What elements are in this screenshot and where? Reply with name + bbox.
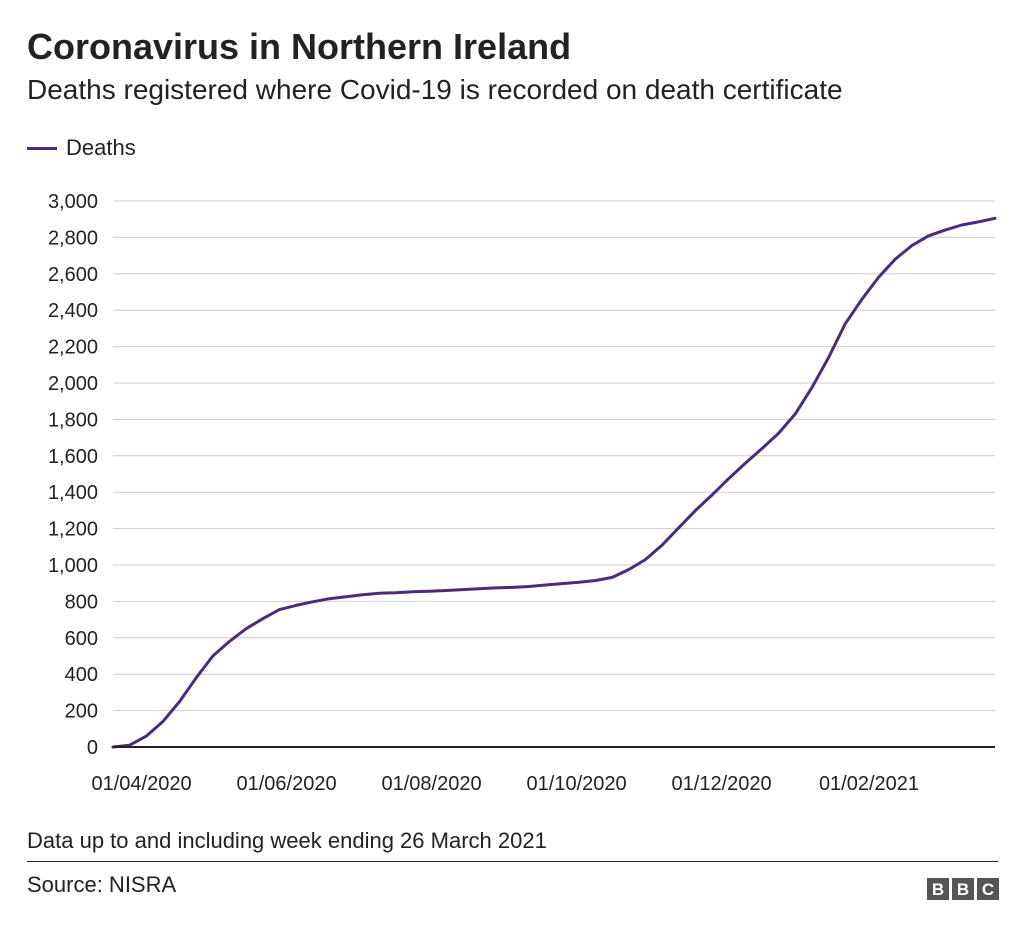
data-note: Data up to and including week ending 26 … bbox=[27, 828, 547, 853]
y-tick-label: 400 bbox=[65, 664, 98, 686]
bbc-logo: B B C bbox=[927, 878, 999, 900]
x-tick-label: 01/10/2020 bbox=[527, 773, 627, 795]
y-tick-label: 0 bbox=[87, 737, 98, 759]
x-tick-label: 01/12/2020 bbox=[672, 773, 772, 795]
y-tick-label: 2,400 bbox=[48, 300, 98, 322]
y-tick-label: 1,600 bbox=[48, 446, 98, 468]
y-tick-label: 1,400 bbox=[48, 482, 98, 504]
chart-subtitle: Deaths registered where Covid-19 is reco… bbox=[27, 74, 843, 105]
y-tick-label: 1,800 bbox=[48, 409, 98, 431]
y-tick-label: 1,000 bbox=[48, 555, 98, 577]
y-tick-label: 800 bbox=[65, 591, 98, 613]
chart-legend: Deaths bbox=[27, 135, 136, 161]
legend-swatch bbox=[27, 146, 57, 150]
y-tick-label: 2,800 bbox=[48, 227, 98, 249]
bbc-logo-letter: C bbox=[977, 878, 999, 900]
y-tick-label: 2,600 bbox=[48, 264, 98, 286]
source-text: Source: NISRA bbox=[27, 872, 177, 897]
x-tick-label: 01/04/2020 bbox=[91, 773, 191, 795]
y-tick-label: 3,000 bbox=[48, 191, 98, 213]
y-tick-label: 1,200 bbox=[48, 519, 98, 541]
bbc-logo-letter: B bbox=[927, 878, 949, 900]
y-tick-label: 2,200 bbox=[48, 337, 98, 359]
legend-label: Deaths bbox=[66, 135, 136, 160]
y-tick-label: 600 bbox=[65, 628, 98, 650]
y-tick-label: 2,000 bbox=[48, 373, 98, 395]
line-chart: 0 200 400 600 800 1,000 1,200 1,400 1,600 1,800 2,… bbox=[48, 191, 997, 795]
bbc-logo-letter: B bbox=[952, 878, 974, 900]
chart-title: Coronavirus in Northern Ireland bbox=[27, 26, 572, 67]
x-tick-label: 01/08/2020 bbox=[382, 773, 482, 795]
x-tick-label: 01/06/2020 bbox=[236, 773, 336, 795]
series-line-deaths bbox=[111, 216, 997, 749]
y-tick-label: 200 bbox=[65, 701, 98, 723]
x-tick-label: 01/02/2021 bbox=[819, 773, 919, 795]
footer-divider bbox=[27, 861, 998, 862]
